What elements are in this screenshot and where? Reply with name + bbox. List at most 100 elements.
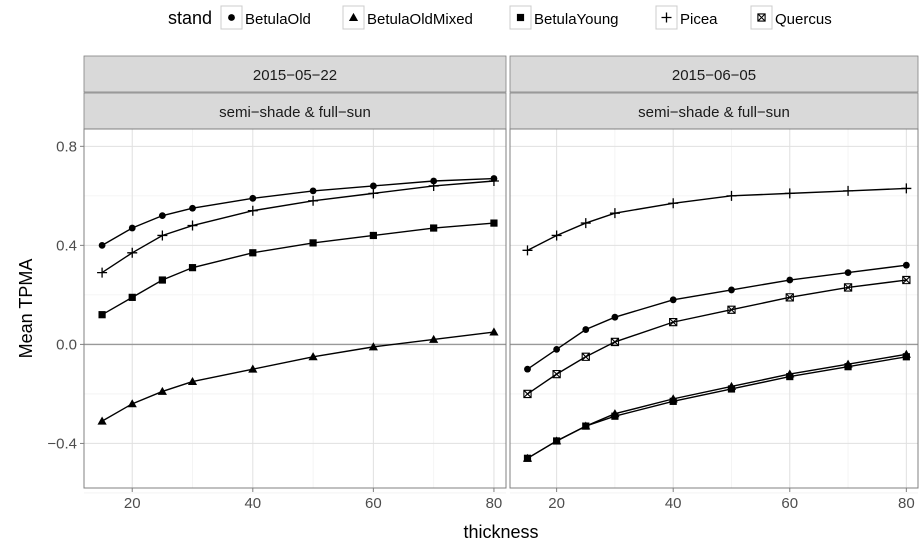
data-point: [369, 182, 377, 190]
data-point: [97, 267, 108, 278]
strip-condition: [509, 92, 919, 130]
legend-marker: [516, 13, 525, 22]
data-point: [490, 219, 498, 227]
data-point: [429, 334, 439, 343]
strip-condition-label: semi−shade & full−sun: [219, 104, 371, 121]
data-point: [187, 376, 198, 385]
data-point: [669, 397, 677, 405]
y-tick-label: −0.4: [47, 435, 77, 452]
plot-background: [84, 129, 506, 488]
facet-panel: 2015−06−05 semi−shade & full−sun 20 40 60 80: [509, 55, 919, 512]
data-point: [489, 327, 499, 336]
data-point: [551, 230, 562, 241]
data-point: [308, 352, 318, 361]
data-point: [157, 230, 168, 241]
data-point: [580, 218, 591, 229]
x-tick-label: 40: [244, 495, 261, 512]
data-point: [98, 241, 106, 249]
data-point: [127, 399, 137, 408]
data-point: [309, 239, 317, 247]
data-point: [902, 353, 910, 361]
data-point: [610, 337, 620, 347]
data-point: [582, 422, 590, 430]
data-point: [786, 372, 794, 381]
data-point: [844, 269, 852, 276]
strip-date: [509, 55, 919, 93]
data-point: [582, 326, 590, 333]
data-point: [553, 437, 561, 445]
data-point: [901, 183, 912, 194]
legend-item: Quercus: [750, 5, 832, 30]
data-point: [158, 276, 166, 284]
panel-border: [83, 128, 507, 489]
legend-symbol-icon: [348, 12, 359, 21]
data-point: [188, 264, 197, 272]
data-point: [843, 283, 853, 292]
y-tick-label: 0.8: [56, 138, 77, 155]
data-point: [522, 245, 533, 256]
data-point: [726, 190, 737, 201]
data-point: [524, 365, 531, 373]
legend-marker: [348, 12, 359, 21]
strip-condition-label: semi−shade & full−sun: [638, 104, 790, 121]
y-tick-label: 0.4: [56, 237, 77, 254]
data-point: [668, 198, 679, 209]
data-point: [248, 364, 258, 373]
data-point: [843, 185, 854, 196]
data-point: [609, 208, 620, 219]
legend-symbol-icon: [228, 14, 235, 21]
panel-border: [509, 128, 919, 489]
data-point: [158, 212, 166, 220]
legend-marker: [757, 13, 766, 22]
data-point: [844, 363, 852, 371]
strip-date: [83, 55, 507, 93]
data-point: [784, 188, 795, 199]
x-tick-label: 80: [486, 495, 503, 512]
data-point: [902, 261, 910, 269]
legend-item: Picea: [655, 5, 718, 30]
legend-item: BetulaOldMixed: [342, 5, 473, 30]
data-point: [128, 293, 136, 301]
x-tick-label: 60: [781, 495, 798, 512]
series-picea: [522, 183, 912, 256]
strip-date-label: 2015−06−05: [672, 67, 756, 84]
y-tick-label: 0.0: [56, 336, 77, 353]
data-point: [581, 352, 590, 361]
data-point: [727, 385, 736, 393]
data-point: [97, 416, 107, 425]
legend-label: Picea: [680, 11, 718, 28]
data-point: [523, 389, 532, 399]
legend-symbol-icon: [516, 13, 525, 22]
series-betulaold: [524, 261, 910, 373]
series-quercus: [523, 275, 911, 399]
data-point: [369, 231, 377, 240]
x-tick-label: 20: [124, 495, 141, 512]
data-point: [430, 224, 438, 232]
x-tick-label: 80: [898, 495, 915, 512]
data-point: [523, 454, 532, 462]
data-point: [308, 195, 319, 206]
series-picea: [97, 175, 499, 278]
data-point: [786, 276, 794, 284]
legend-label: BetulaOld: [245, 11, 311, 28]
legend-marker: [661, 12, 672, 23]
strip-condition: [83, 92, 507, 130]
data-point: [368, 188, 379, 199]
data-point: [127, 247, 138, 258]
legend-marker: [228, 14, 235, 21]
data-point: [611, 313, 619, 321]
data-point: [157, 386, 167, 395]
series-betulayoung: [98, 219, 498, 319]
legend-label: BetulaOldMixed: [367, 11, 473, 28]
strip-date-label: 2015−05−22: [253, 67, 337, 84]
data-point: [98, 311, 106, 319]
plot-background: [510, 129, 918, 488]
series-betulaoldmixed: [97, 327, 499, 425]
data-point: [669, 317, 678, 327]
data-point: [247, 205, 258, 216]
legend-title: stand: [168, 8, 212, 28]
data-point: [187, 220, 198, 231]
data-point: [669, 296, 677, 304]
legend: stand BetulaOld BetulaOldMixed BetulaYoung P…: [168, 5, 832, 30]
